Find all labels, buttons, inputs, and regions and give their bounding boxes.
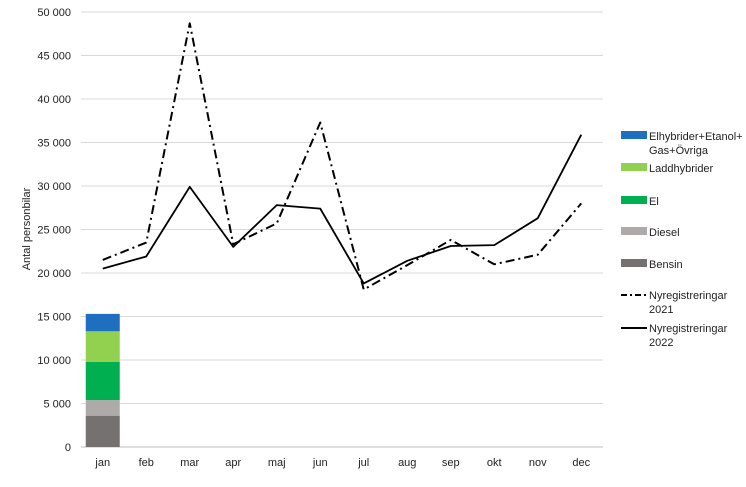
x-tick-label: aug [398,457,416,469]
legend-swatch [621,196,647,204]
legend-label: Laddhybrider [649,163,714,175]
gridlines [81,11,603,448]
y-tick-label: 45 000 [37,51,71,63]
legend-label: Nyregistreringar [649,323,728,335]
x-tick-label: jul [357,457,369,469]
x-tick-label: mar [180,457,199,469]
series-line [102,134,583,285]
y-tick-label: 40 000 [37,94,71,106]
x-tick-label: nov [529,457,547,469]
legend: Elhybrider+Etanol+ Gas+Övriga Laddhybrider… [621,131,743,349]
x-tick-label: maj [268,457,286,469]
legend-swatch [621,227,647,235]
legend-label: Bensin [649,259,683,271]
y-tick-label: 35 000 [37,138,71,150]
legend-label: 2022 [649,337,673,349]
x-tick-label: jun [312,457,328,469]
bar-segment [85,313,120,332]
series-line [102,22,583,291]
y-tick-label: 10 000 [37,355,71,367]
x-axis-ticks: jan feb mar apr maj jun jul aug sep okt nov dec [94,457,590,469]
y-tick-label: 20 000 [37,268,71,280]
stacked-bar [85,313,120,447]
x-tick-label: jan [94,457,110,469]
y-tick-label: 50 000 [37,7,71,19]
y-tick-label: 5 000 [43,399,71,411]
bar-segment [85,361,120,401]
bar-segment [85,415,120,447]
x-tick-label: feb [139,457,154,469]
bar-segment [85,331,120,362]
legend-label: 2021 [649,304,673,316]
legend-label: Nyregistreringar [649,290,728,302]
legend-label: Diesel [649,227,680,239]
y-tick-label: 15 000 [37,312,71,324]
y-axis-ticks: 0 5 000 10 000 15 000 20 000 25 000 30 000 35 0… [37,7,71,454]
bar-segment [85,400,120,416]
y-tick-label: 25 000 [37,225,71,237]
y-tick-label: 0 [65,442,71,454]
y-axis-title: Antal personbilar [21,187,33,270]
x-tick-label: apr [225,457,241,469]
x-tick-label: sep [442,457,460,469]
y-tick-label: 30 000 [37,181,71,193]
legend-swatch [621,259,647,267]
legend-swatch [621,131,647,139]
legend-label: El [649,196,659,208]
x-tick-label: okt [487,457,502,469]
legend-swatch [621,163,647,171]
legend-label: Elhybrider+Etanol+ [649,131,743,143]
series-lines [102,22,583,291]
x-tick-label: dec [572,457,590,469]
legend-label: Gas+Övriga [649,145,709,157]
